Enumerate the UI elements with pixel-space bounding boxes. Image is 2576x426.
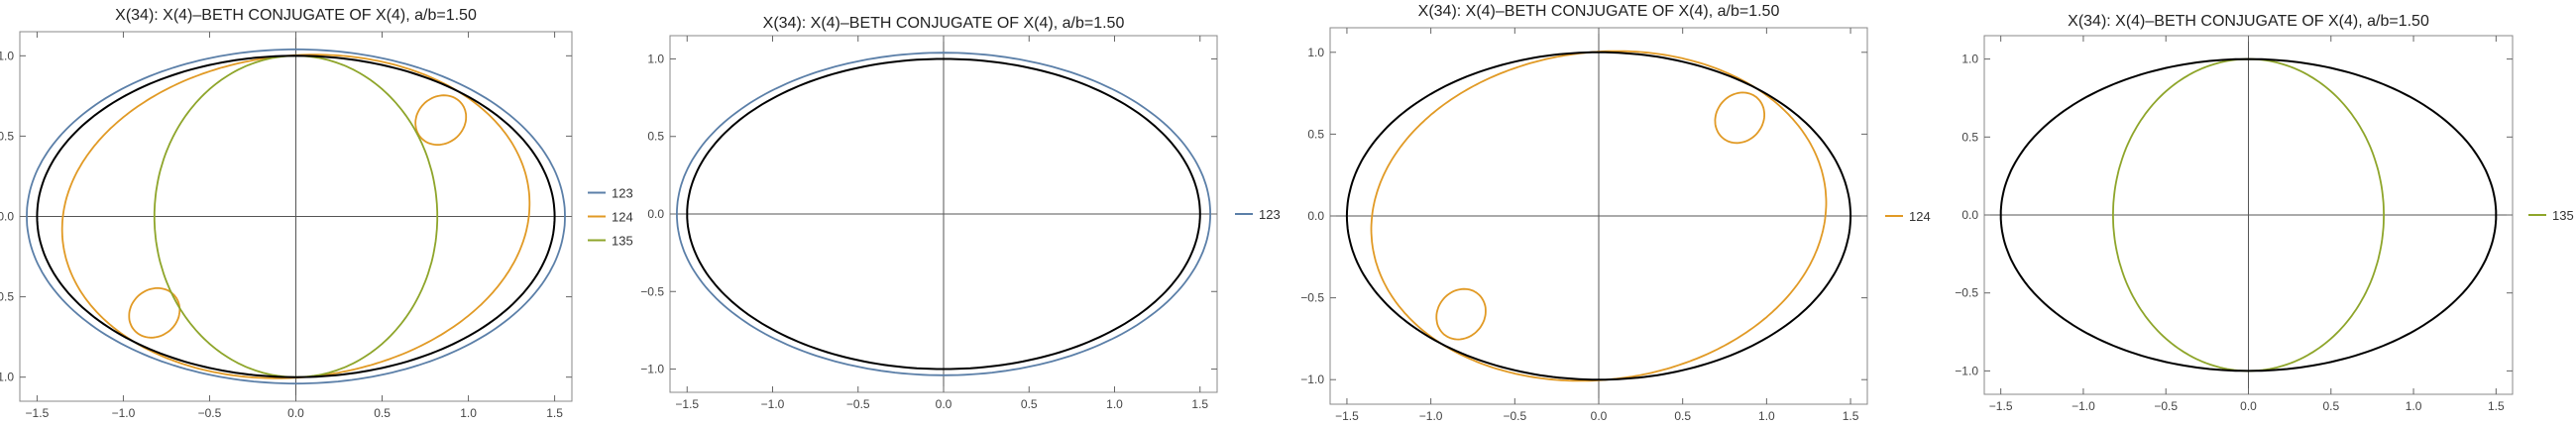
x-tick-label: 0.0: [936, 397, 952, 411]
y-tick-label: −0.5: [1955, 286, 1978, 300]
y-tick-label: 0.5: [1307, 127, 1324, 141]
x-tick-label: −1.5: [675, 397, 699, 411]
legend-label-124: 124: [1909, 209, 1931, 224]
reference-ellipse: [1999, 57, 2498, 373]
legend-label-123: 123: [612, 186, 633, 201]
y-tick-label: 0.0: [1961, 208, 1978, 222]
y-tick-label: 1.0: [647, 52, 664, 65]
series-curve-123: [675, 52, 1212, 376]
x-tick-label: 0.5: [2322, 399, 2339, 413]
y-tick-label: −0.5: [0, 290, 14, 304]
x-tick-label: 1.0: [460, 406, 477, 420]
chart-title: X(34): X(4)–BETH CONJUGATE OF X(4), a/b=…: [1418, 3, 1780, 20]
x-tick-label: −0.5: [1503, 409, 1526, 423]
y-tick-label: 0.5: [0, 129, 14, 143]
chart-title: X(34): X(4)–BETH CONJUGATE OF X(4), a/b=…: [115, 7, 477, 24]
y-tick-label: 1.0: [0, 49, 14, 62]
x-tick-label: −1.5: [26, 406, 50, 420]
x-tick-label: 1.0: [1106, 397, 1123, 411]
y-tick-label: 0.0: [647, 207, 664, 221]
legend-label-123: 123: [1259, 207, 1281, 222]
y-tick-label: 0.5: [647, 130, 664, 144]
series-curve-124: [1714, 91, 1765, 145]
series-curve-123: [26, 48, 566, 385]
x-tick-label: −1.0: [1419, 409, 1443, 423]
chart-panel-4: −1.5 −1.0 −0.5 0.0 0.5 1.0 1.5 −1.0 −0.5 0.0 0.5 1.…: [1955, 13, 2573, 413]
x-tick-label: −1.0: [761, 397, 785, 411]
x-tick-label: 0.5: [1021, 397, 1038, 411]
series-curve-135: [2111, 57, 2386, 373]
y-tick-label: −1.0: [0, 371, 14, 384]
y-tick-label: −0.5: [640, 284, 664, 298]
chart-panel-3: −1.5 −1.0 −0.5 0.0 0.5 1.0 1.5 −1.0 −0.5 0.0 0.5 1.…: [1300, 3, 1930, 423]
x-tick-label: 1.0: [1758, 409, 1775, 423]
y-tick-label: −1.0: [1955, 364, 1978, 377]
reference-ellipse: [686, 57, 1201, 371]
x-tick-label: 0.5: [1674, 409, 1691, 423]
x-tick-label: 0.0: [287, 406, 304, 420]
x-tick-label: 0.0: [1591, 409, 1608, 423]
x-tick-label: −0.5: [846, 397, 870, 411]
legend-label-135: 135: [612, 234, 633, 249]
x-tick-label: 0.5: [374, 406, 391, 420]
legend-label-124: 124: [612, 210, 633, 225]
x-tick-label: 1.5: [546, 406, 563, 420]
chart-title: X(34): X(4)–BETH CONJUGATE OF X(4), a/b=…: [2068, 13, 2429, 30]
series-curve-135: [153, 54, 439, 378]
x-tick-label: 1.5: [2488, 399, 2505, 413]
x-tick-label: −0.5: [2154, 399, 2178, 413]
x-tick-label: 1.5: [1191, 397, 1208, 411]
y-tick-label: 0.0: [1307, 209, 1324, 223]
legend-label-135: 135: [2552, 208, 2574, 223]
x-tick-label: −1.5: [1335, 409, 1359, 423]
y-tick-label: 1.0: [1307, 46, 1324, 59]
x-tick-label: −0.5: [198, 406, 222, 420]
y-tick-label: −1.0: [1300, 373, 1324, 386]
x-tick-label: 0.0: [2240, 399, 2257, 413]
series-curve-124: [414, 94, 468, 147]
y-tick-label: −1.0: [640, 363, 664, 376]
series-curve-124: [60, 53, 531, 379]
y-tick-label: −0.5: [1300, 291, 1324, 305]
series-curve-124: [1370, 50, 1828, 382]
x-tick-label: 1.5: [1843, 409, 1859, 423]
x-tick-label: −1.0: [2072, 399, 2095, 413]
series-curve-124: [128, 286, 181, 339]
x-tick-label: −1.5: [1989, 399, 2013, 413]
x-tick-label: −1.0: [112, 406, 136, 420]
series-curve-124: [1435, 287, 1487, 341]
chart-title: X(34): X(4)–BETH CONJUGATE OF X(4), a/b=…: [763, 15, 1125, 32]
y-tick-label: 1.0: [1961, 53, 1978, 66]
reference-ellipse: [1345, 51, 1852, 381]
x-tick-label: 1.0: [2406, 399, 2422, 413]
y-tick-label: 0.5: [1961, 130, 1978, 144]
y-tick-label: 0.0: [0, 210, 14, 224]
chart-panel-2: −1.5 −1.0 −0.5 0.0 0.5 1.0 1.5 −1.0 −0.5 0.0 0.5 1.…: [640, 15, 1280, 411]
reference-ellipse: [36, 54, 556, 378]
chart-panel-1: −1.5 −1.0 −0.5 0.0 0.5 1.0 1.5 −1.0 −0.5 0.0 0.5 1.…: [0, 7, 633, 420]
